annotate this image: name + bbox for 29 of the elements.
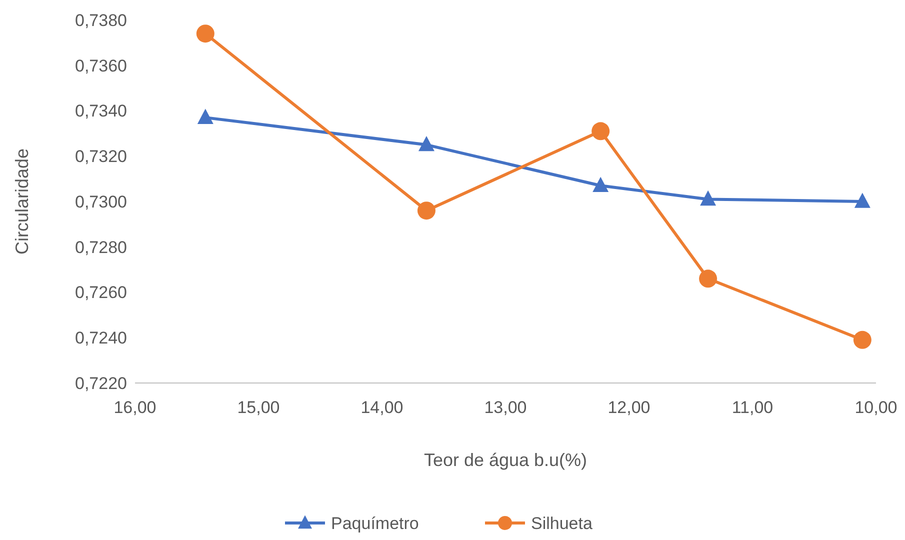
point <box>197 108 214 124</box>
legend-label: Silhueta <box>531 514 593 533</box>
y-tick-label: 0,7300 <box>75 192 127 212</box>
y-tick-label: 0,7280 <box>75 238 127 257</box>
point <box>699 270 718 288</box>
x-axis-title: Teor de água b.u(%) <box>424 450 588 470</box>
y-axis-title: Circularidade <box>12 148 32 255</box>
y-tick-label: 0,7320 <box>75 147 127 166</box>
y-tick-label: 0,7380 <box>75 10 127 30</box>
y-tick-label: 0,7360 <box>75 56 127 76</box>
x-tick-label: 11,00 <box>732 398 774 417</box>
x-tick-label: 15,00 <box>237 398 280 417</box>
x-tick-label: 14,00 <box>360 398 404 417</box>
x-tick-label: 12,00 <box>608 398 650 417</box>
point <box>853 330 872 349</box>
point <box>592 176 609 192</box>
point <box>417 202 436 220</box>
x-tick-label: 10,00 <box>854 398 898 417</box>
point <box>592 122 610 140</box>
point <box>854 192 870 208</box>
legend-label: Paquímetro <box>331 514 419 533</box>
y-tick-label: 0,7260 <box>75 283 127 302</box>
x-tick-label: 16,00 <box>114 398 156 417</box>
point <box>418 136 434 152</box>
y-tick-label: 0,7340 <box>75 102 127 121</box>
y-tick-label: 0,7220 <box>75 374 127 393</box>
point <box>700 190 716 206</box>
y-tick-label: 0,7240 <box>75 328 127 348</box>
x-tick-label: 13,00 <box>484 398 527 417</box>
